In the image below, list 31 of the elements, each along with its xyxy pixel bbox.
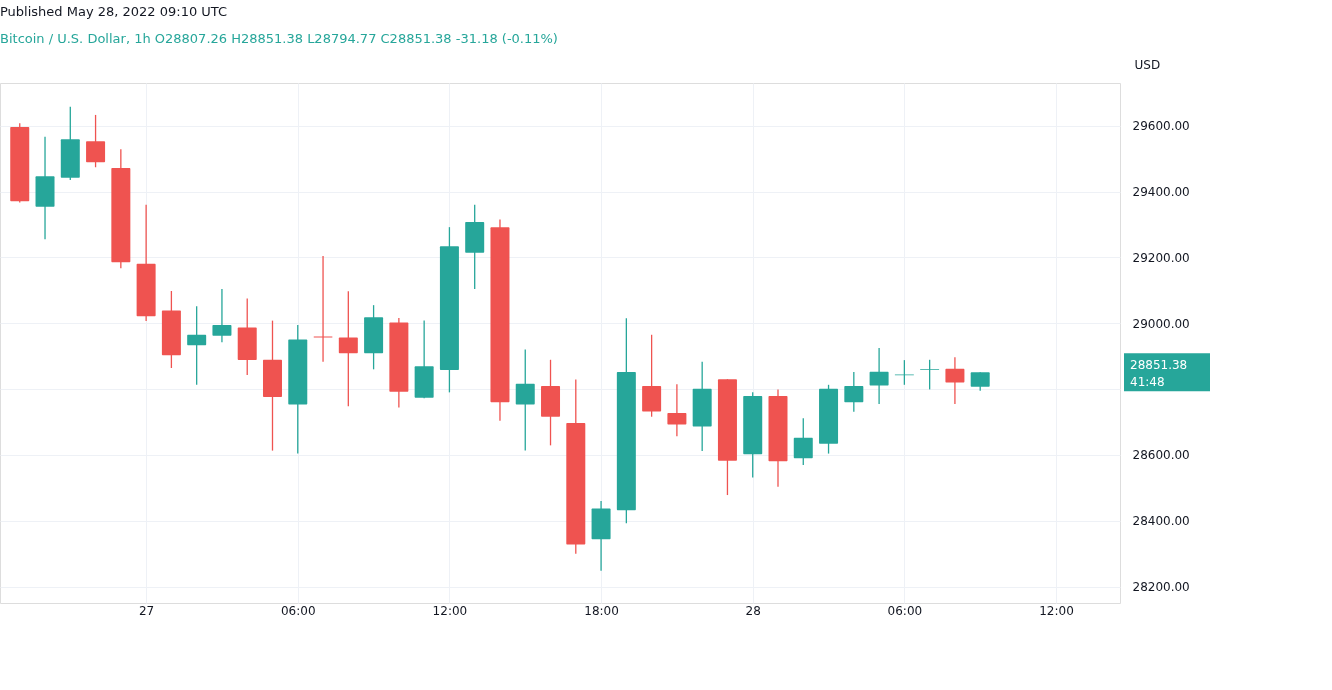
candlestick: [667, 383, 687, 437]
candlestick: [212, 288, 232, 343]
y-tick-label: 29600.00: [1132, 119, 1190, 134]
y-tick-label: 28600.00: [1132, 448, 1190, 463]
x-tick-label: 12:00: [1039, 603, 1074, 618]
chart-title: Published May 28, 2022 09:10 UTC: [0, 4, 228, 19]
y-axis-title: USD: [1134, 57, 1161, 72]
text: 28851.38 41:48: [1130, 358, 1188, 390]
x-tick-label: 06:00: [887, 603, 923, 618]
y-tick-label: 29400.00: [1132, 185, 1190, 200]
y-tick-label: 29200.00: [1132, 250, 1190, 265]
x-tick-label: 27: [138, 603, 155, 618]
x-tick-label: 28: [745, 603, 761, 618]
y-tick-label: 29000.00: [1132, 316, 1190, 331]
y-tick-label: 28400.00: [1132, 514, 1190, 529]
candlestick: [844, 371, 864, 413]
candlestick: [945, 356, 965, 405]
x-tick-label: 12:00: [432, 603, 468, 618]
candlestick: [970, 371, 990, 392]
y-tick-label: 28200.00: [1132, 580, 1190, 595]
candlestick: [86, 114, 106, 168]
candlestick: [187, 305, 207, 386]
candlestick: [869, 347, 889, 405]
candlestick: [793, 417, 813, 466]
candlestick: [515, 348, 535, 452]
x-tick-label: 18:00: [584, 603, 619, 618]
candlestick: [338, 290, 358, 407]
chart-subtitle: Bitcoin / U.S. Dollar, 1h O28807.26 H28851.38 L28794.77 C28851.38 -31.18 (-0.11%): [0, 31, 558, 46]
candlestick: [920, 359, 940, 391]
candlestick: [313, 255, 333, 363]
x-tick-label: 06:00: [280, 603, 316, 618]
